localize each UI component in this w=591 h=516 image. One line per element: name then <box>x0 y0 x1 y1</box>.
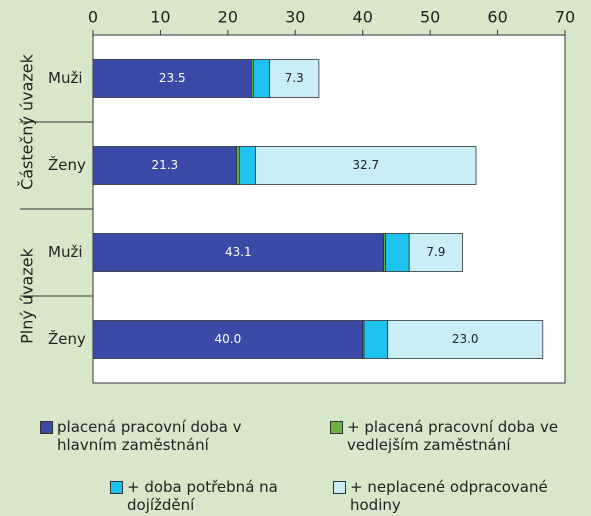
bar-segment <box>253 59 271 98</box>
bar-segment <box>408 233 463 272</box>
chart: 0 10 20 30 40 50 60 70 Částečný úvazek Plný úvaze… <box>18 8 575 384</box>
x-tick-label: 0 <box>88 8 98 27</box>
y-tick-label: Muži <box>48 243 83 261</box>
value-label: 32.7 <box>352 158 379 172</box>
legend-swatch <box>40 421 53 434</box>
value-label: 7.3 <box>285 71 304 85</box>
x-tick-label: 60 <box>487 8 507 27</box>
value-label: 23.0 <box>452 332 479 346</box>
bar-segment <box>92 320 364 359</box>
legend-swatch <box>333 481 346 494</box>
y-tick-label: Muži <box>48 69 83 87</box>
x-tick-label: 30 <box>285 8 305 27</box>
x-tick-label: 10 <box>150 8 170 27</box>
legend-swatch <box>330 421 343 434</box>
bar-segment <box>363 320 389 359</box>
y-tick-label: Ženy <box>48 155 86 174</box>
value-label: 40.0 <box>214 332 241 346</box>
legend-label: placená pracovní doba v hlavním zaměstná… <box>57 418 242 454</box>
value-label: 43.1 <box>225 245 252 259</box>
legend-swatch <box>110 481 123 494</box>
x-tick-label: 40 <box>353 8 373 27</box>
legend-label: + placená pracovní doba ve vedlejším zam… <box>347 418 559 454</box>
x-tick-label: 20 <box>218 8 238 27</box>
bar-segment <box>92 59 252 98</box>
x-tick-label: 50 <box>420 8 440 27</box>
group-label: Plný úvazek <box>18 247 37 343</box>
y-tick-label: Ženy <box>48 329 86 348</box>
legend-label: + neplacené odpracované hodiny <box>350 478 548 514</box>
bar-segment <box>92 146 238 185</box>
legend-label: + doba potřebná na dojíždění <box>127 478 278 514</box>
group-label: Částečný úvazek <box>18 53 37 190</box>
bar-segment <box>236 146 240 185</box>
value-label: 21.3 <box>151 158 178 172</box>
bar-segment <box>238 146 256 185</box>
bar-segment <box>255 146 477 185</box>
bar-segment <box>387 320 544 359</box>
value-label: 7.9 <box>426 245 445 259</box>
bar-segment <box>269 59 320 98</box>
x-tick-label: 70 <box>555 8 575 27</box>
value-label: 23.5 <box>159 71 186 85</box>
bar-segment <box>385 233 410 272</box>
